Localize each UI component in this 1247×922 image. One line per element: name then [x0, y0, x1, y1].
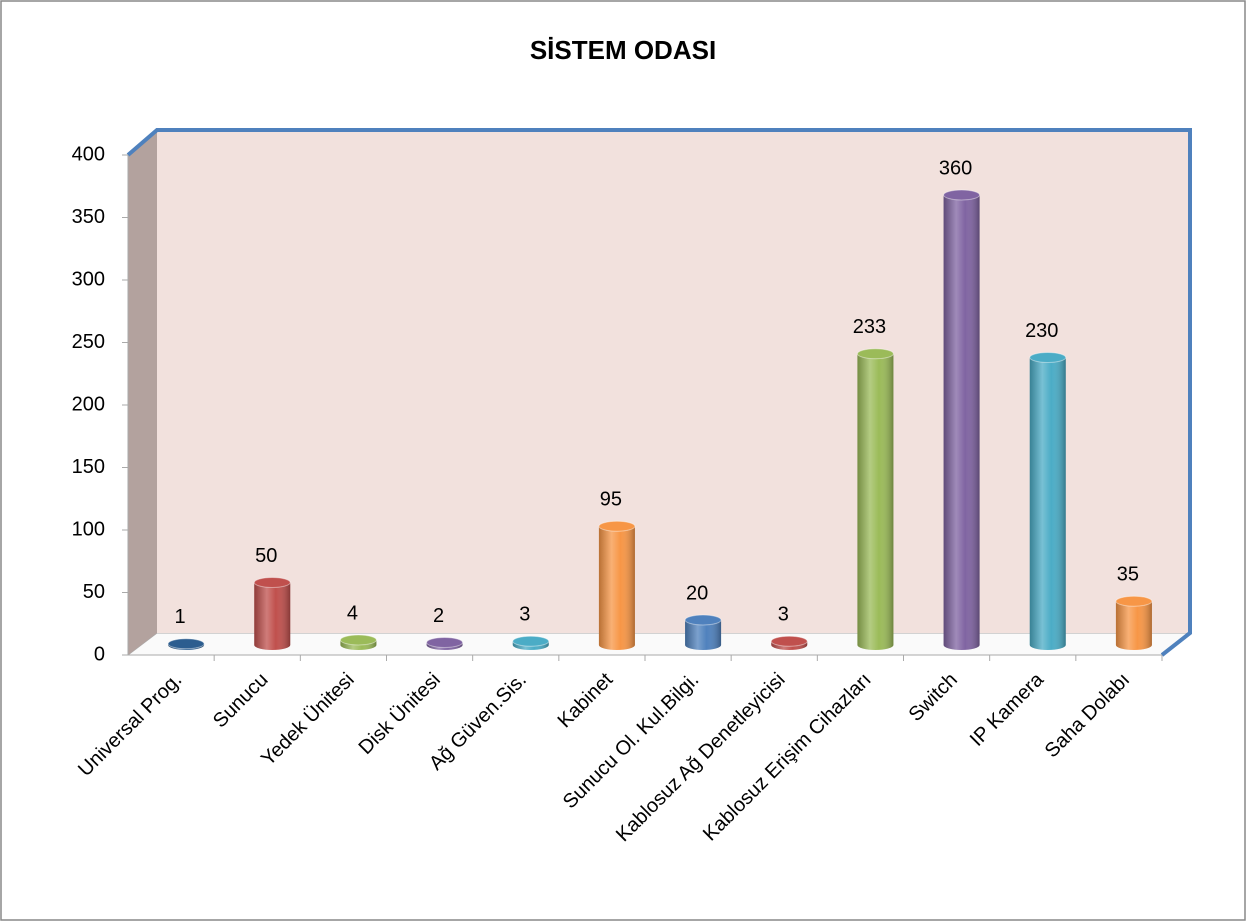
- y-tick-label: 200: [72, 393, 105, 415]
- bar-top: [167, 638, 205, 650]
- chart-title: SİSTEM ODASI: [530, 35, 716, 65]
- bar-top: [1029, 352, 1067, 363]
- data-label: 1: [175, 606, 186, 628]
- bar-shade: [943, 195, 980, 650]
- bar-shade: [857, 353, 894, 650]
- side-wall: [128, 130, 157, 655]
- bar-top: [512, 635, 550, 647]
- data-label: 360: [939, 157, 972, 179]
- bar-top: [426, 637, 464, 648]
- y-tick-label: 50: [83, 581, 105, 603]
- bar-shade: [254, 582, 291, 650]
- y-tick-label: 300: [72, 268, 105, 290]
- bar-shade: [168, 643, 205, 650]
- data-label: 35: [1117, 564, 1139, 586]
- bar-top: [943, 189, 981, 201]
- bar-top: [253, 577, 291, 588]
- data-label: 233: [853, 316, 886, 338]
- data-label: 95: [600, 489, 622, 511]
- data-label: 4: [347, 602, 358, 624]
- bar-top: [770, 635, 808, 647]
- bar-top: [856, 348, 894, 360]
- bar-shade: [685, 620, 722, 650]
- bar-shade: [771, 641, 808, 650]
- bar-shade: [1029, 357, 1066, 650]
- y-tick-label: 350: [72, 206, 105, 228]
- y-tick-label: 400: [72, 143, 105, 165]
- y-tick-label: 100: [72, 518, 105, 540]
- bar-shade: [426, 642, 463, 650]
- bar-shade: [512, 641, 549, 650]
- bar-top: [684, 614, 722, 626]
- back-wall: [157, 130, 1190, 633]
- bar-shade: [1115, 601, 1152, 650]
- y-tick-label: 0: [94, 643, 105, 665]
- wall-border: [126, 128, 1192, 657]
- bar-top: [1115, 595, 1153, 607]
- data-label: 50: [255, 545, 277, 567]
- data-label: 3: [778, 604, 789, 626]
- y-tick-label: 150: [72, 456, 105, 478]
- data-label: 2: [433, 605, 444, 627]
- data-label: 20: [686, 582, 708, 604]
- data-label: 230: [1025, 320, 1058, 342]
- bar-shade: [598, 526, 635, 650]
- data-label: 3: [519, 604, 530, 626]
- bar-top: [598, 520, 636, 532]
- y-tick-label: 250: [72, 331, 105, 353]
- bar-top: [339, 634, 377, 646]
